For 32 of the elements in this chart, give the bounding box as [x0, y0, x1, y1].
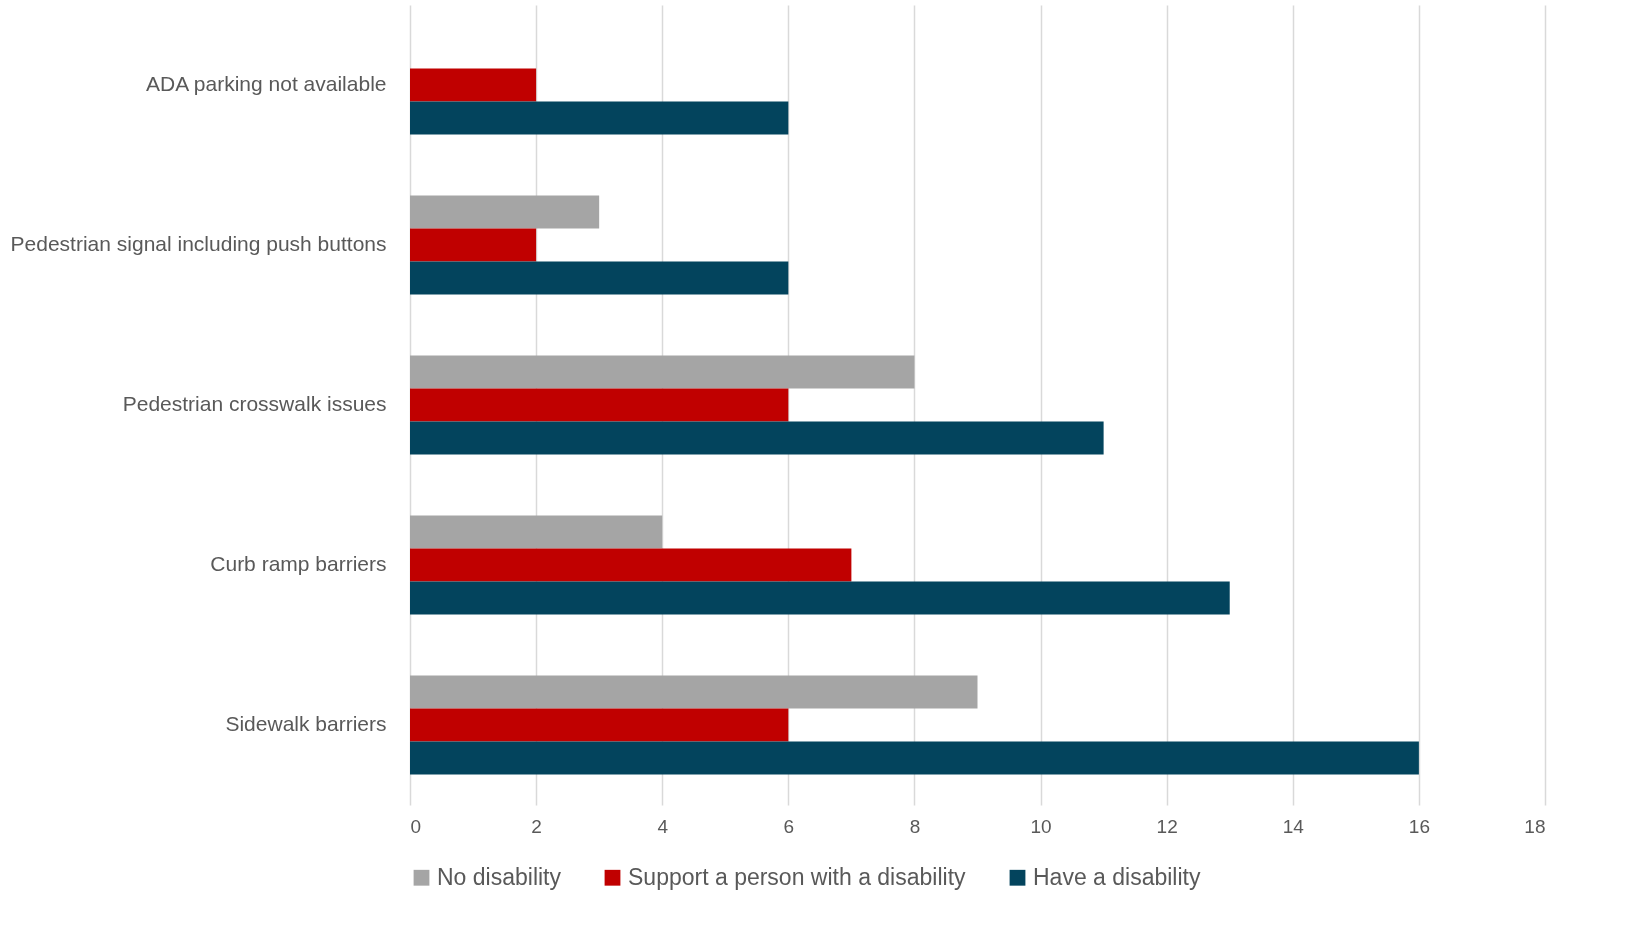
bar: [410, 261, 789, 295]
bar: [410, 195, 600, 229]
bar: [410, 388, 789, 422]
bar: [410, 675, 978, 709]
x-tick-label: 8: [909, 815, 921, 837]
y-tick-label: Pedestrian crosswalk issues: [122, 392, 387, 415]
x-tick-label: 4: [657, 815, 669, 837]
bar: [410, 741, 1419, 775]
bar: [410, 515, 663, 549]
bar: [410, 101, 789, 135]
x-tick-label: 16: [1408, 815, 1430, 837]
legend-label: Support a person with a disability: [628, 863, 967, 890]
bar: [410, 548, 852, 582]
x-tick-label: 10: [1030, 815, 1052, 837]
legend-label: Have a disability: [1033, 863, 1201, 890]
bar: [410, 708, 789, 742]
x-tick-label: 12: [1156, 815, 1178, 837]
x-tick-label: 6: [783, 815, 795, 837]
bar: [410, 68, 537, 102]
y-tick-label: Curb ramp barriers: [210, 552, 387, 575]
y-tick-label: Sidewalk barriers: [225, 712, 387, 735]
y-tick-label: ADA parking not available: [146, 72, 387, 95]
bar: [410, 355, 915, 389]
bar: [410, 228, 537, 262]
bar: [410, 581, 1230, 615]
x-tick-label: 2: [531, 815, 542, 837]
x-tick-label: 0: [410, 815, 422, 837]
x-tick-label: 14: [1282, 815, 1305, 837]
x-tick-label: 18: [1524, 815, 1546, 837]
legend-label: No disability: [437, 863, 562, 890]
bar: [410, 421, 1104, 455]
y-tick-label: Pedestrian signal including push buttons: [10, 232, 387, 255]
